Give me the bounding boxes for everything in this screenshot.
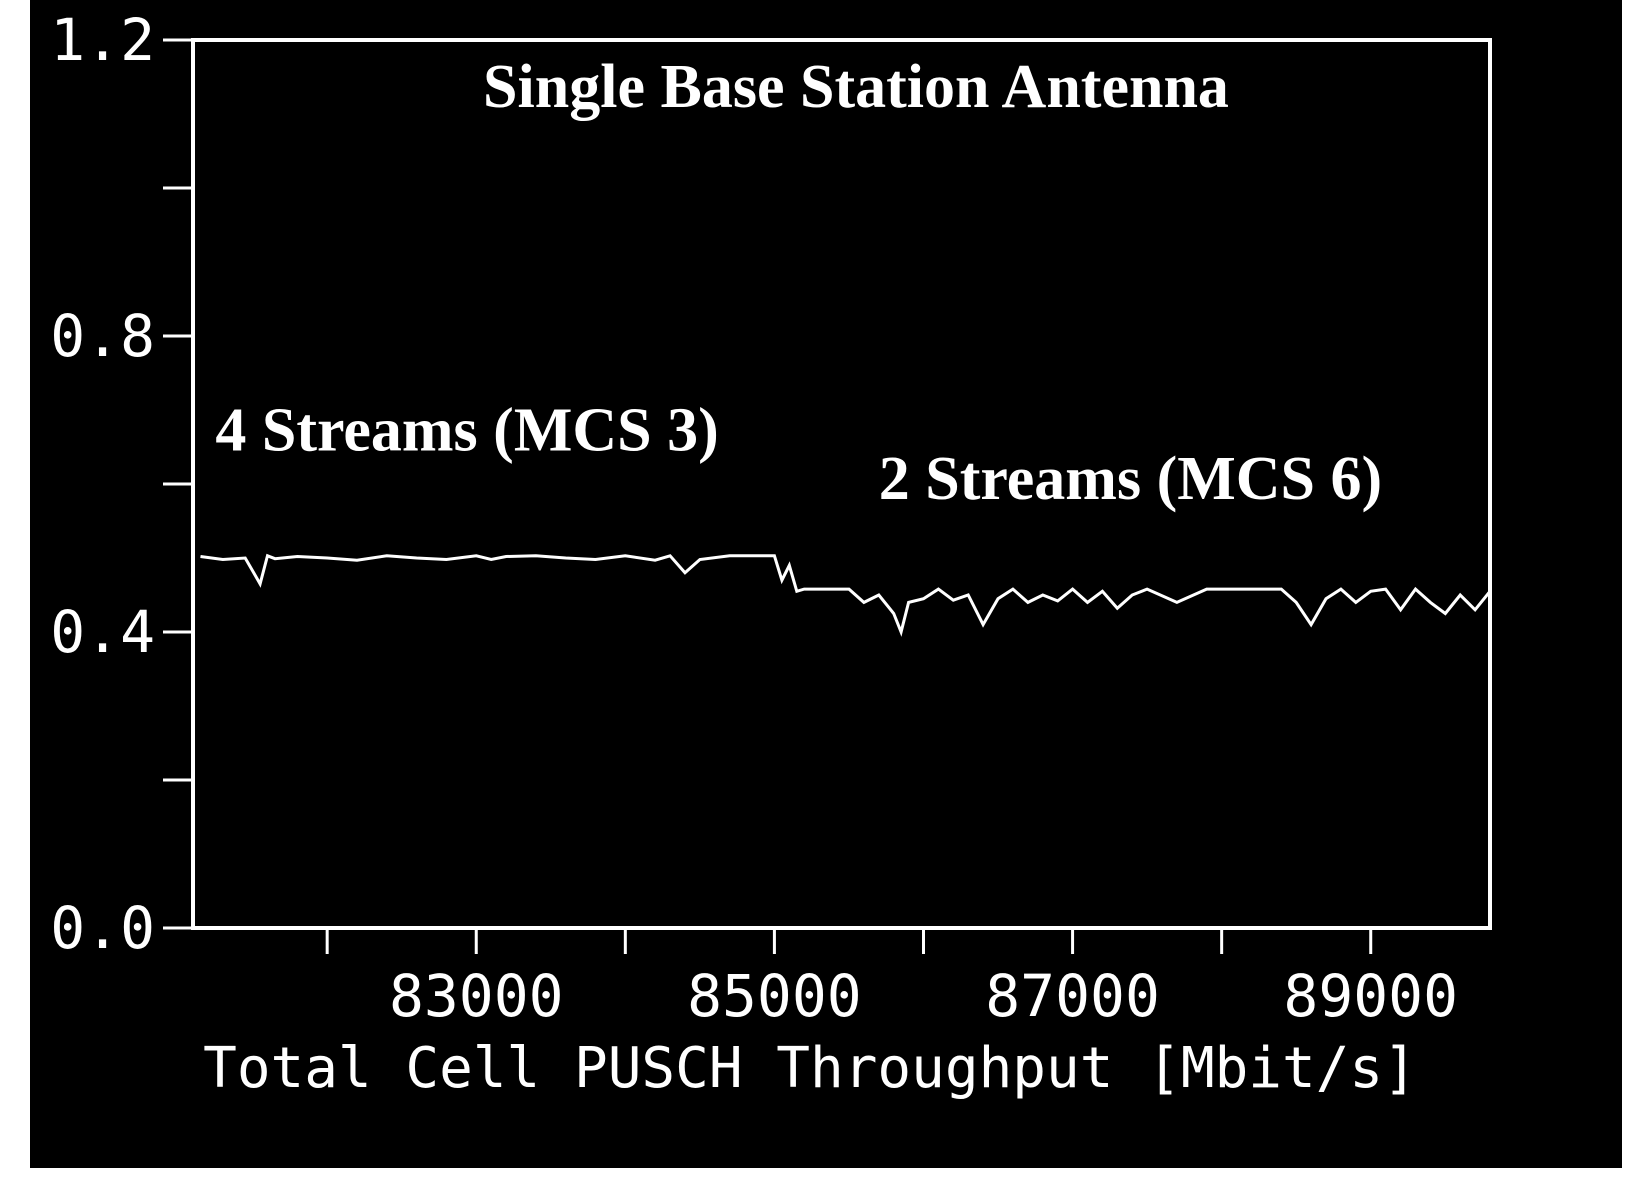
annotations: 4 Streams (MCS 3) 2 Streams (MCS 6)	[215, 397, 1382, 513]
x-axis: 83000 85000 87000 89000	[325, 928, 1458, 1030]
series-line-0	[200, 553, 1492, 637]
y-tick-label: 0.0	[50, 894, 155, 962]
line-chart: Single Base Station Antenna 0.0 0.4 0.8 1.2…	[50, 6, 1492, 1101]
y-tick-label: 1.2	[50, 6, 155, 74]
chart-background: Single Base Station Antenna 0.0 0.4 0.8 1.2…	[30, 0, 1622, 1168]
series-layer	[200, 553, 1492, 637]
x-tick-label: 83000	[389, 962, 564, 1030]
x-axis-title: Total Cell PUSCH Throughput [Mbit/s]	[203, 1036, 1417, 1101]
chart-title: Single Base Station Antenna	[483, 53, 1229, 121]
x-tick-label: 87000	[985, 962, 1160, 1030]
annotation-label: 2 Streams (MCS 6)	[879, 445, 1382, 513]
x-tick-label: 85000	[687, 962, 862, 1030]
y-tick-label: 0.8	[50, 302, 155, 370]
x-tick-label: 89000	[1283, 962, 1458, 1030]
y-axis: 0.0 0.4 0.8 1.2	[50, 6, 193, 962]
annotation-label: 4 Streams (MCS 3)	[215, 397, 718, 465]
y-tick-label: 0.4	[50, 598, 155, 666]
